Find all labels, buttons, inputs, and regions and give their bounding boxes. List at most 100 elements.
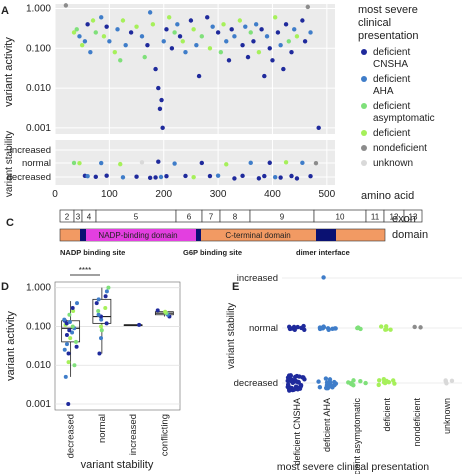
- activity-point: [70, 330, 75, 335]
- variant-point: [275, 30, 281, 35]
- stability-point: [71, 160, 77, 166]
- activity-point: [99, 324, 104, 329]
- variant-point: [207, 46, 213, 51]
- activity-point: [67, 312, 72, 317]
- panel-a-yticks: 1.000 0.100 0.010 0.001: [26, 4, 51, 134]
- presentation-point: [295, 324, 300, 330]
- variant-point: [196, 73, 202, 79]
- variant-point: [248, 30, 253, 35]
- variant-point: [305, 4, 311, 10]
- stability-point: [308, 173, 313, 179]
- activity-point: [96, 297, 101, 302]
- activity-point: [64, 333, 69, 338]
- legend-title-line-3: presentation: [358, 30, 419, 42]
- presentation-point: [316, 379, 321, 384]
- nadp-domain: [80, 229, 197, 241]
- presentation-point: [327, 377, 333, 382]
- variant-point: [226, 58, 232, 63]
- activity-point: [103, 294, 108, 299]
- panel-e-ytick-label: normal: [249, 323, 278, 334]
- exon-number: 12: [390, 213, 399, 222]
- legend-entry-label: CNSHA: [373, 59, 408, 70]
- panel-a-ylabel: variant activity: [3, 37, 15, 107]
- panel-d-xtick-label: increased: [128, 414, 139, 455]
- legend-entry-label: nondeficient: [373, 143, 427, 154]
- presentation-point: [285, 382, 291, 387]
- variant-point: [85, 22, 90, 27]
- exon-number: 9: [280, 213, 285, 222]
- panel-a-ytick-label: 0.001: [26, 123, 51, 134]
- variant-point: [71, 30, 77, 35]
- panel-b-yticks: increased normal decreased: [7, 145, 51, 183]
- exon-number: 5: [134, 213, 139, 222]
- domain-track: NADP-binding domain C-terminal domain: [59, 228, 386, 242]
- panel-e-points: [285, 275, 455, 393]
- variant-point: [229, 27, 234, 32]
- presentation-point: [383, 324, 389, 329]
- panel-e-xtick-label: unknown: [442, 398, 452, 434]
- stability-point: [139, 160, 145, 165]
- presentation-point: [292, 327, 297, 332]
- site-dimer-label: dimer interface: [296, 248, 350, 257]
- activity-point: [66, 351, 71, 356]
- stability-point: [283, 160, 289, 165]
- variant-point: [159, 97, 164, 103]
- presentation-point: [287, 324, 292, 330]
- stability-point: [118, 161, 123, 167]
- stability-point: [93, 174, 98, 180]
- panel-d-ytick-label: 0.100: [26, 321, 51, 332]
- variant-point: [278, 42, 283, 48]
- panel-d-letter: D: [1, 281, 9, 293]
- activity-point: [137, 322, 142, 327]
- variant-point: [128, 30, 134, 35]
- legend-title-line-1: most severe: [358, 4, 418, 16]
- variant-point: [294, 34, 300, 39]
- presentation-point: [291, 387, 297, 392]
- panel-b-ytick-label: decreased: [7, 172, 51, 183]
- panel-a-ytick-label: 0.100: [26, 43, 51, 54]
- presentation-point: [298, 382, 304, 388]
- legend: most severe clinical presentation defici…: [358, 4, 435, 169]
- variant-point: [183, 49, 188, 55]
- panel-e-xtick-label: deficient asymptomatic: [352, 398, 362, 474]
- panel-e-yticks: increased normal decreased: [234, 273, 278, 389]
- legend-key-dot: [361, 76, 367, 82]
- variant-point: [237, 18, 243, 23]
- panel-b-xtick-label: 400: [264, 189, 281, 200]
- activity-point: [155, 308, 160, 313]
- activity-point: [104, 321, 109, 326]
- stability-point: [294, 176, 300, 181]
- nadp-domain-label: NADP-binding domain: [98, 231, 177, 240]
- exon-number: 2: [65, 213, 70, 222]
- presentation-point: [379, 324, 384, 329]
- presentation-point: [317, 384, 323, 390]
- variant-point: [161, 39, 166, 44]
- panel-b-xlabel: amino acid: [361, 190, 414, 202]
- presentation-point: [331, 383, 337, 388]
- panel-c-letter: C: [6, 217, 14, 229]
- legend-entry-label: unknown: [373, 158, 413, 169]
- panel-b-xtick-label: 100: [101, 189, 118, 200]
- stability-point: [207, 173, 213, 179]
- variant-point: [188, 18, 194, 23]
- stability-point: [313, 160, 319, 166]
- exon-label: exon: [392, 213, 416, 225]
- cterm-domain-label: C-terminal domain: [225, 231, 290, 240]
- legend-key-dot: [361, 160, 367, 166]
- panel-a-ytick-label: 0.010: [26, 83, 51, 94]
- activity-point: [94, 301, 99, 306]
- stability-point: [191, 174, 196, 180]
- presentation-point: [295, 387, 300, 392]
- activity-point: [72, 363, 77, 368]
- stability-point: [272, 174, 278, 180]
- variant-point: [221, 22, 226, 27]
- presentation-point: [351, 383, 356, 388]
- variant-point: [145, 42, 150, 48]
- variant-point: [153, 66, 158, 72]
- presentation-point: [325, 326, 331, 331]
- variant-point: [175, 22, 180, 27]
- activity-point: [70, 324, 75, 329]
- panel-e-letter: E: [232, 281, 239, 293]
- exon-number: 13: [409, 213, 418, 222]
- stability-point: [156, 159, 161, 164]
